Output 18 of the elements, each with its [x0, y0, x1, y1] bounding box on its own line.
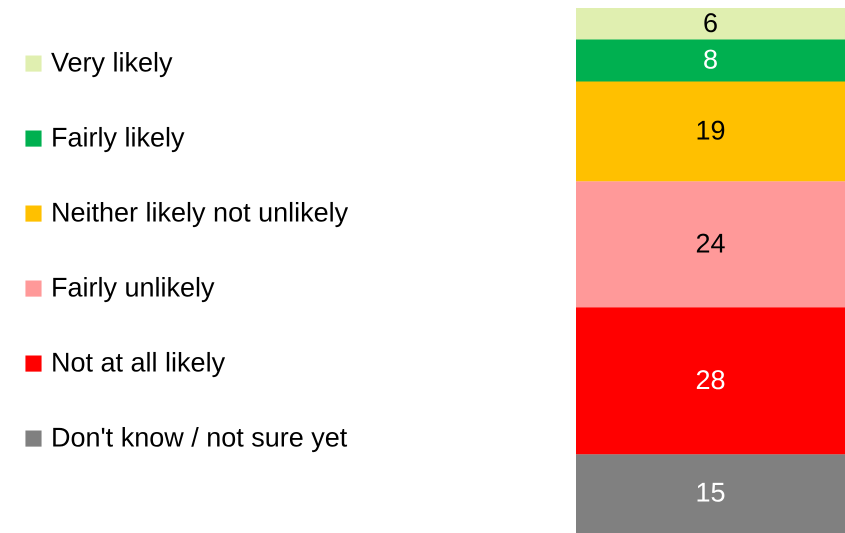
legend-label: Very likely	[51, 48, 174, 78]
bar	[576, 40, 845, 82]
bar	[576, 181, 845, 308]
bar	[576, 82, 845, 182]
data-label: 8	[702, 44, 718, 74]
bar	[576, 307, 845, 454]
data-label: 15	[695, 478, 726, 508]
legend-label: Not at all likely	[51, 348, 226, 378]
bar	[576, 8, 845, 40]
legend-label: Neither likely not unlikely	[51, 198, 349, 228]
data-label: 28	[695, 364, 726, 395]
legend-label: Don't know / not sure yet	[51, 422, 348, 452]
bar	[576, 454, 845, 533]
data-label: 19	[695, 115, 726, 146]
data-label: 6	[702, 8, 718, 38]
legend-label: Fairly unlikely	[51, 272, 216, 302]
legend-label: Fairly likely	[51, 122, 186, 152]
data-label: 24	[695, 228, 726, 258]
